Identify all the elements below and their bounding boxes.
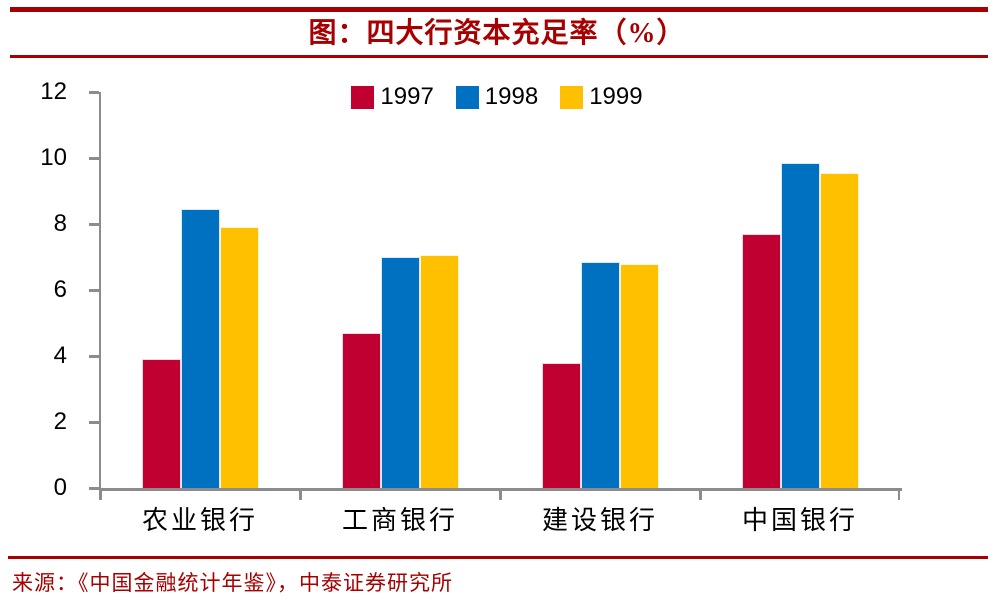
- x-axis-category-label: 建设银行: [541, 506, 658, 535]
- y-axis-tick-label: 10: [40, 144, 67, 171]
- x-axis-tick: [299, 491, 302, 500]
- x-axis-category-label: 工商银行: [341, 506, 458, 535]
- x-axis-category-label: 农业银行: [141, 506, 258, 535]
- legend-swatch-icon: [560, 85, 584, 109]
- bar: [380, 257, 420, 488]
- y-axis-tick: [89, 355, 99, 358]
- y-axis-tick-label: 8: [53, 210, 67, 237]
- bottom-divider: [8, 556, 988, 559]
- plot-area: 0 2 4 6 8 10 12 农业银行 工商银行 建设银行 中国银行: [40, 78, 902, 535]
- y-axis-tick: [89, 487, 99, 490]
- y-axis-tick-label: 0: [53, 474, 67, 501]
- y-axis-tick: [89, 289, 99, 292]
- bar: [541, 362, 581, 488]
- bar: [180, 209, 220, 488]
- legend-label: 1997: [380, 83, 434, 110]
- x-axis-tick: [699, 491, 702, 500]
- bar: [619, 263, 659, 488]
- x-axis-category-label: 中国银行: [741, 506, 858, 535]
- x-axis-tick: [897, 491, 900, 500]
- y-axis-tick-label: 6: [53, 276, 67, 303]
- bar: [141, 359, 181, 488]
- bar: [219, 227, 259, 488]
- y-axis-tick: [89, 421, 99, 424]
- legend: 1997 1998 1999: [0, 84, 994, 110]
- title-divider: [10, 55, 988, 58]
- x-axis-tick: [99, 491, 102, 500]
- legend-label: 1999: [589, 83, 643, 110]
- y-axis-tick: [89, 223, 99, 226]
- legend-item-1997: 1997: [351, 83, 434, 110]
- y-axis-tick: [89, 157, 99, 160]
- y-axis-tick-label: 4: [53, 342, 67, 369]
- bar: [819, 172, 859, 488]
- top-divider: [10, 7, 988, 12]
- legend-item-1999: 1999: [560, 83, 643, 110]
- legend-swatch-icon: [351, 85, 375, 109]
- bar: [419, 255, 459, 488]
- x-axis-line: [98, 488, 902, 491]
- bar: [580, 261, 620, 488]
- y-axis-tick-label: 12: [40, 78, 67, 105]
- y-axis-tick-label: 2: [53, 408, 67, 435]
- x-axis-tick: [499, 491, 502, 500]
- bar: [741, 233, 781, 488]
- source-note: 来源：《中国金融统计年鉴》，中泰证券研究所: [12, 571, 453, 595]
- y-axis-line: [98, 92, 101, 491]
- legend-label: 1998: [484, 83, 539, 110]
- chart-title: 图：四大行资本充足率（%）: [308, 18, 686, 49]
- legend-swatch-icon: [455, 85, 479, 109]
- bar: [341, 332, 381, 488]
- legend-item-1998: 1998: [455, 83, 539, 110]
- y-axis-tick: [89, 91, 99, 94]
- bar: [780, 162, 820, 488]
